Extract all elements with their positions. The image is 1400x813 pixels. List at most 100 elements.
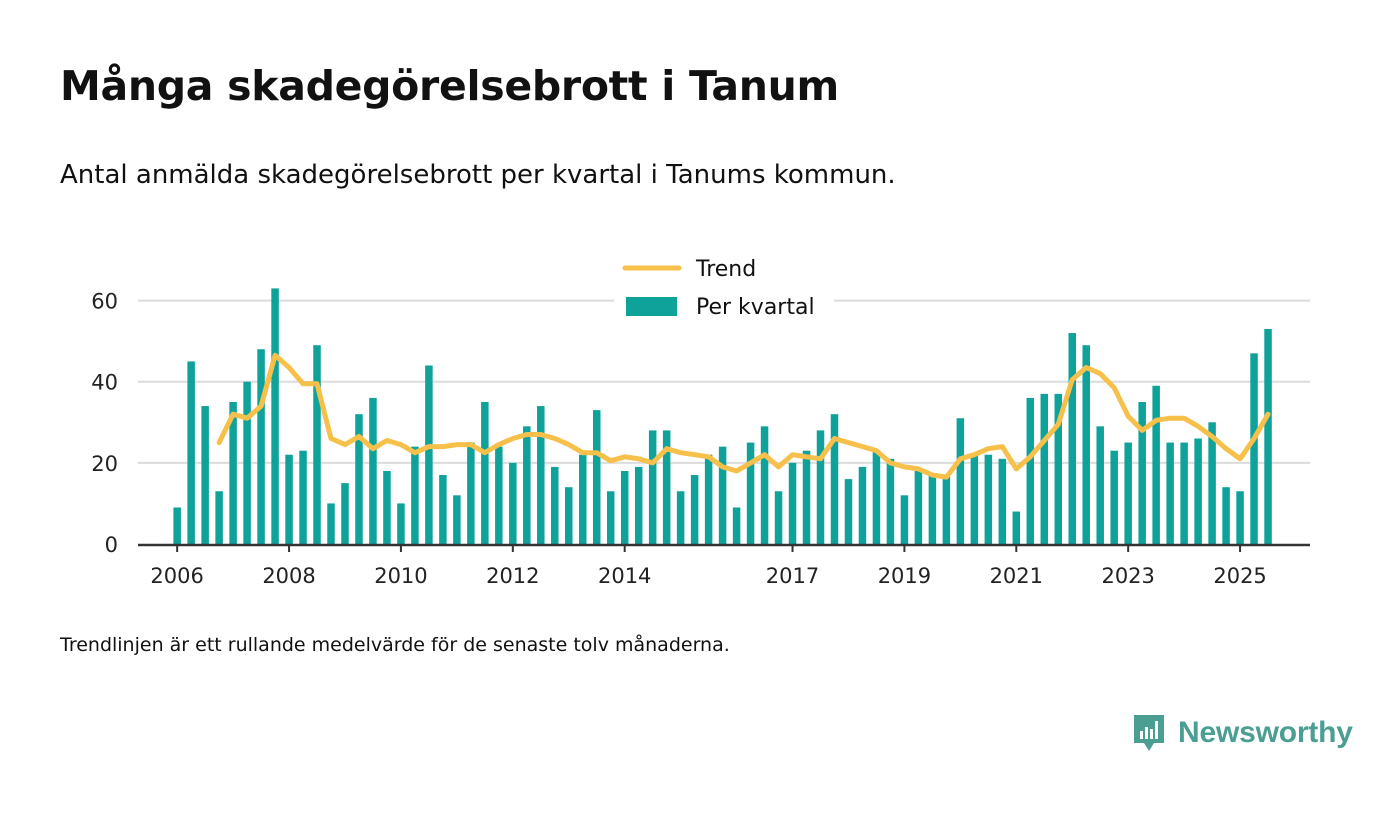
bar: [760, 426, 769, 544]
bar: [774, 491, 783, 544]
bar: [439, 475, 447, 544]
bar: [1250, 353, 1258, 544]
bar: [1166, 442, 1174, 544]
bar: [1082, 345, 1090, 544]
bar: [369, 397, 377, 544]
bar: [844, 479, 853, 544]
chart-subtitle: Antal anmälda skadegörelsebrott per kvar…: [60, 160, 896, 190]
bar: [565, 487, 573, 544]
bar: [1124, 442, 1132, 544]
bar: [746, 442, 755, 544]
bar: [592, 410, 601, 544]
bar: [257, 349, 265, 544]
legend-bar-swatch: [626, 297, 677, 316]
brand-name: Newsworthy: [1178, 716, 1353, 749]
bar: [271, 288, 279, 544]
bar: [1040, 393, 1049, 544]
legend-trend-label: Trend: [695, 257, 756, 282]
bar: [341, 483, 349, 544]
bar: [1012, 511, 1021, 544]
bar: [383, 470, 391, 544]
legend: Trend Per kvartal: [614, 254, 834, 326]
bar: [578, 454, 587, 544]
bar: [1222, 487, 1230, 544]
bar: [690, 475, 699, 544]
bar: [1236, 491, 1244, 544]
x-tick-label: 2023: [1101, 564, 1154, 588]
y-tick-label: 40: [91, 371, 118, 395]
x-tick-label: 2008: [262, 564, 315, 588]
bar: [886, 458, 895, 544]
bar: [732, 507, 741, 544]
bar: [634, 466, 643, 544]
bar: [1026, 397, 1035, 544]
bar-series-per-kvartal: [173, 288, 1272, 544]
bar: [1068, 333, 1076, 544]
bar: [788, 462, 797, 544]
x-tick-label: 2010: [374, 564, 427, 588]
chart-title: Många skadegörelsebrott i Tanum: [60, 62, 839, 110]
bar: [215, 491, 223, 544]
newsworthy-logo-icon: [1134, 715, 1164, 751]
bar: [984, 454, 993, 544]
bar: [1208, 422, 1216, 544]
bar: [187, 361, 195, 544]
bar: [495, 446, 503, 544]
y-tick-label: 0: [105, 533, 118, 557]
bar: [1194, 438, 1202, 544]
bar: [481, 402, 489, 544]
bar: [285, 454, 293, 544]
legend-bar-label: Per kvartal: [696, 295, 815, 320]
bar: [1054, 393, 1063, 544]
bar: [551, 466, 559, 544]
bar: [816, 430, 825, 544]
bar: [411, 446, 419, 544]
bar: [970, 454, 979, 544]
bar: [858, 466, 867, 544]
bar: [397, 503, 405, 544]
bar: [900, 495, 909, 544]
trend-line: [216, 352, 1271, 480]
bar: [243, 381, 251, 544]
bar: [453, 495, 461, 544]
bar: [928, 475, 937, 544]
x-tick-label: 2012: [486, 564, 539, 588]
axes: 0 20 40 60 2006 2008 2010 2012 2014 2017 2019 2021 2…: [91, 290, 1310, 588]
bar: [299, 450, 307, 544]
bar: [1096, 426, 1104, 544]
bar: [313, 345, 321, 544]
bar: [537, 406, 545, 544]
bar: [425, 365, 433, 544]
bar: [1152, 385, 1160, 544]
bar: [662, 430, 671, 544]
bar: [648, 430, 657, 544]
bar: [830, 414, 839, 544]
bar: [620, 470, 629, 544]
brand-logo: Newsworthy: [1132, 712, 1353, 754]
trend-series: [216, 352, 1271, 480]
bar: [467, 442, 475, 544]
bar: [509, 462, 517, 544]
bar: [229, 402, 237, 544]
bar: [802, 450, 811, 544]
bar: [956, 418, 965, 544]
bar: [942, 475, 951, 544]
bar: [872, 450, 881, 544]
bar: [704, 454, 713, 544]
bar: [355, 414, 363, 544]
x-tick-label: 2017: [766, 564, 819, 588]
x-tick-label: 2006: [150, 564, 203, 588]
bar: [1264, 328, 1272, 544]
x-tick-label: 2025: [1213, 564, 1266, 588]
bar: [523, 426, 531, 544]
bar: [173, 507, 181, 544]
x-tick-label: 2014: [598, 564, 651, 588]
bar: [914, 470, 923, 544]
bar: [1138, 402, 1146, 544]
footnote: Trendlinjen är ett rullande medelvärde f…: [60, 634, 730, 656]
y-tick-label: 60: [91, 290, 118, 314]
bar: [606, 491, 615, 544]
bar: [676, 491, 685, 544]
bar: [1110, 450, 1118, 544]
bar: [1180, 442, 1188, 544]
